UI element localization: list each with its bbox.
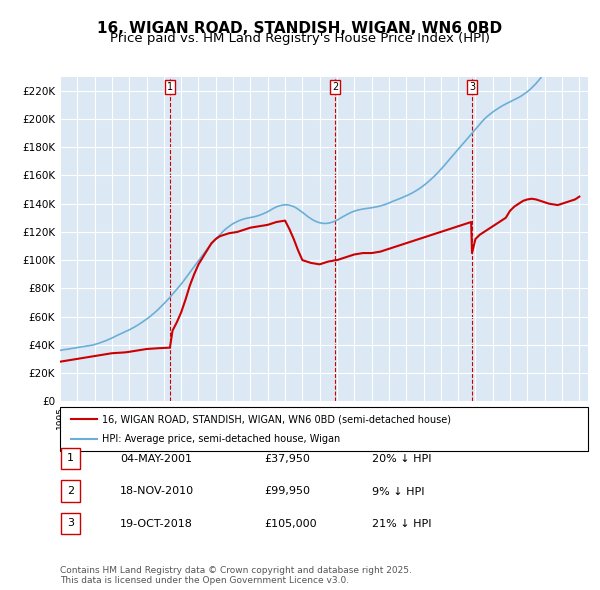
Text: 9% ↓ HPI: 9% ↓ HPI [372, 487, 425, 496]
FancyBboxPatch shape [61, 513, 80, 534]
FancyBboxPatch shape [60, 407, 588, 451]
Text: 16, WIGAN ROAD, STANDISH, WIGAN, WN6 0BD (semi-detached house): 16, WIGAN ROAD, STANDISH, WIGAN, WN6 0BD… [102, 415, 451, 424]
Text: 16, WIGAN ROAD, STANDISH, WIGAN, WN6 0BD: 16, WIGAN ROAD, STANDISH, WIGAN, WN6 0BD [97, 21, 503, 35]
FancyBboxPatch shape [61, 480, 80, 502]
FancyBboxPatch shape [61, 448, 80, 469]
Text: 1: 1 [167, 81, 173, 91]
Text: £37,950: £37,950 [264, 454, 310, 464]
Text: 19-OCT-2018: 19-OCT-2018 [120, 519, 193, 529]
Text: 21% ↓ HPI: 21% ↓ HPI [372, 519, 431, 529]
Text: 04-MAY-2001: 04-MAY-2001 [120, 454, 192, 464]
Text: 1: 1 [67, 454, 74, 463]
Text: Price paid vs. HM Land Registry's House Price Index (HPI): Price paid vs. HM Land Registry's House … [110, 32, 490, 45]
Text: HPI: Average price, semi-detached house, Wigan: HPI: Average price, semi-detached house,… [102, 434, 340, 444]
Text: 18-NOV-2010: 18-NOV-2010 [120, 487, 194, 496]
Text: Contains HM Land Registry data © Crown copyright and database right 2025.
This d: Contains HM Land Registry data © Crown c… [60, 566, 412, 585]
Text: 2: 2 [332, 81, 338, 91]
Text: 2: 2 [67, 486, 74, 496]
Text: 3: 3 [67, 519, 74, 528]
Text: £105,000: £105,000 [264, 519, 317, 529]
Text: 3: 3 [469, 81, 475, 91]
Text: 20% ↓ HPI: 20% ↓ HPI [372, 454, 431, 464]
Text: £99,950: £99,950 [264, 487, 310, 496]
